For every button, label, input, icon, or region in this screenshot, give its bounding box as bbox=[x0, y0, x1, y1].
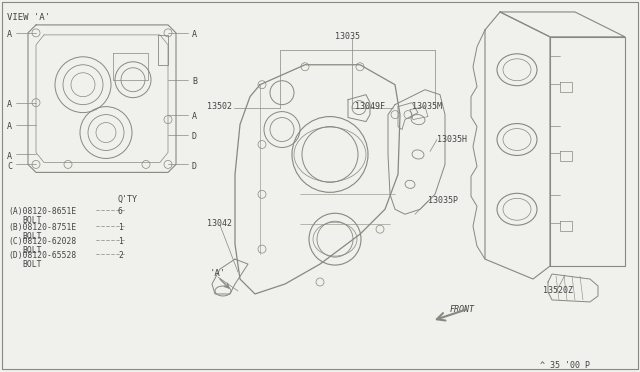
Text: 2: 2 bbox=[118, 251, 123, 260]
Text: A: A bbox=[7, 152, 12, 161]
Text: 13035P: 13035P bbox=[428, 196, 458, 205]
Text: ^ 35 '00 P: ^ 35 '00 P bbox=[540, 361, 590, 370]
Text: 13035H: 13035H bbox=[437, 135, 467, 144]
Text: A: A bbox=[7, 122, 12, 131]
Text: B: B bbox=[192, 77, 197, 86]
Text: 13520Z: 13520Z bbox=[543, 286, 573, 295]
Text: 'A': 'A' bbox=[210, 269, 226, 278]
Text: 13042: 13042 bbox=[207, 219, 232, 228]
Text: 13502: 13502 bbox=[207, 102, 232, 110]
Text: BOLT: BOLT bbox=[22, 260, 42, 269]
Text: 13035M: 13035M bbox=[412, 102, 442, 110]
Text: Q'TY: Q'TY bbox=[118, 195, 138, 204]
Text: (C)08120-62028: (C)08120-62028 bbox=[8, 237, 76, 246]
Text: D: D bbox=[192, 132, 197, 141]
Text: (D)08120-65528: (D)08120-65528 bbox=[8, 251, 76, 260]
Text: (A)08120-8651E: (A)08120-8651E bbox=[8, 207, 76, 216]
Text: C: C bbox=[7, 162, 12, 171]
Text: BOLT: BOLT bbox=[22, 216, 42, 225]
Text: BOLT: BOLT bbox=[22, 232, 42, 241]
Text: BOLT: BOLT bbox=[22, 246, 42, 255]
Text: 1: 1 bbox=[118, 223, 123, 232]
Text: A: A bbox=[192, 31, 197, 39]
Text: 6: 6 bbox=[118, 207, 123, 216]
Text: A: A bbox=[7, 100, 12, 109]
Text: VIEW 'A': VIEW 'A' bbox=[7, 13, 50, 22]
Text: A: A bbox=[192, 112, 197, 121]
Text: 1: 1 bbox=[118, 237, 123, 246]
Text: 13049F: 13049F bbox=[355, 102, 385, 110]
Text: 13035: 13035 bbox=[335, 32, 360, 41]
Text: D: D bbox=[192, 162, 197, 171]
Text: (B)08120-8751E: (B)08120-8751E bbox=[8, 223, 76, 232]
Text: A: A bbox=[7, 31, 12, 39]
Text: FRONT: FRONT bbox=[450, 305, 475, 314]
